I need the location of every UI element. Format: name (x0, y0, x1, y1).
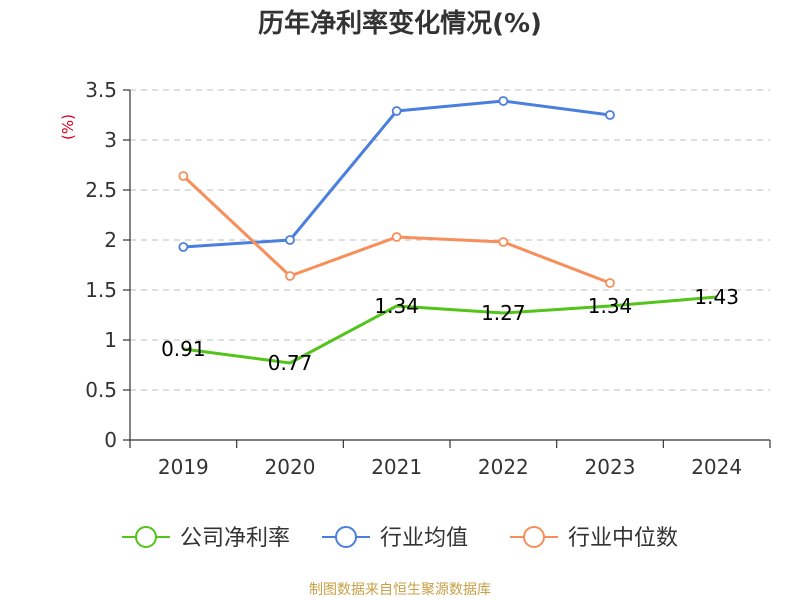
legend-circle-marker (335, 526, 357, 548)
data-point[interactable] (605, 110, 615, 120)
data-point[interactable] (285, 271, 295, 281)
y-tick-label: 0 (104, 428, 117, 452)
legend-circle-marker (135, 526, 157, 548)
legend-circle-marker (523, 526, 545, 548)
x-tick-label: 2019 (158, 455, 209, 479)
source-note: 制图数据来自恒生聚源数据库 (309, 582, 491, 598)
data-label: 0.91 (161, 337, 206, 361)
y-tick-label: 1.5 (85, 278, 117, 302)
legend-item-0[interactable]: 公司净利率 (122, 526, 290, 551)
series-line-1 (183, 99, 611, 249)
legend-item-2[interactable]: 行业中位数 (510, 526, 678, 551)
data-point[interactable] (285, 235, 295, 245)
data-label: 0.77 (268, 351, 313, 375)
data-point[interactable] (178, 171, 189, 181)
data-point[interactable] (391, 106, 402, 116)
data-labels: 0.91 0.77 1.34 1.27 1.34 1.43 (161, 285, 739, 375)
y-tick-label: 2.5 (85, 178, 117, 202)
legend-label: 公司净利率 (180, 526, 290, 551)
data-point[interactable] (498, 96, 509, 106)
data-label: 1.34 (588, 294, 633, 318)
data-label: 1.34 (374, 294, 419, 318)
chart-title: 历年净利率变化情况(%) (258, 8, 542, 39)
x-tick-label: 2024 (691, 455, 742, 479)
y-tick-label: 2 (104, 228, 117, 252)
legend-item-1[interactable]: 行业均值 (322, 526, 468, 551)
legend-label: 行业均值 (380, 526, 468, 551)
x-tick-label: 2022 (478, 455, 529, 479)
x-tick-label: 2023 (585, 455, 636, 479)
data-point[interactable] (178, 242, 189, 252)
x-tick-label: 2020 (265, 455, 316, 479)
legend-label: 行业中位数 (568, 526, 678, 551)
series-lines (178, 96, 717, 365)
data-label: 1.43 (694, 285, 739, 309)
x-tick-label: 2021 (371, 455, 422, 479)
data-point[interactable] (605, 278, 615, 288)
y-axis-unit: (%) (59, 114, 77, 140)
data-point[interactable] (391, 232, 402, 242)
y-tick-label: 0.5 (85, 378, 117, 402)
data-point[interactable] (498, 237, 509, 247)
legend[interactable]: 公司净利率 行业均值 行业中位数 (122, 526, 678, 551)
y-tick-label: 3.5 (85, 78, 117, 102)
series-line-2 (182, 174, 611, 285)
data-label: 1.27 (481, 301, 526, 325)
series-line-0 (183, 295, 717, 365)
y-tick-label: 1 (104, 328, 117, 352)
y-tick-label: 3 (104, 128, 117, 152)
axes: 0 0.5 1 1.5 2 2.5 3 3.5 2019 2020 2021 2022 2023 2024 (85, 78, 771, 479)
